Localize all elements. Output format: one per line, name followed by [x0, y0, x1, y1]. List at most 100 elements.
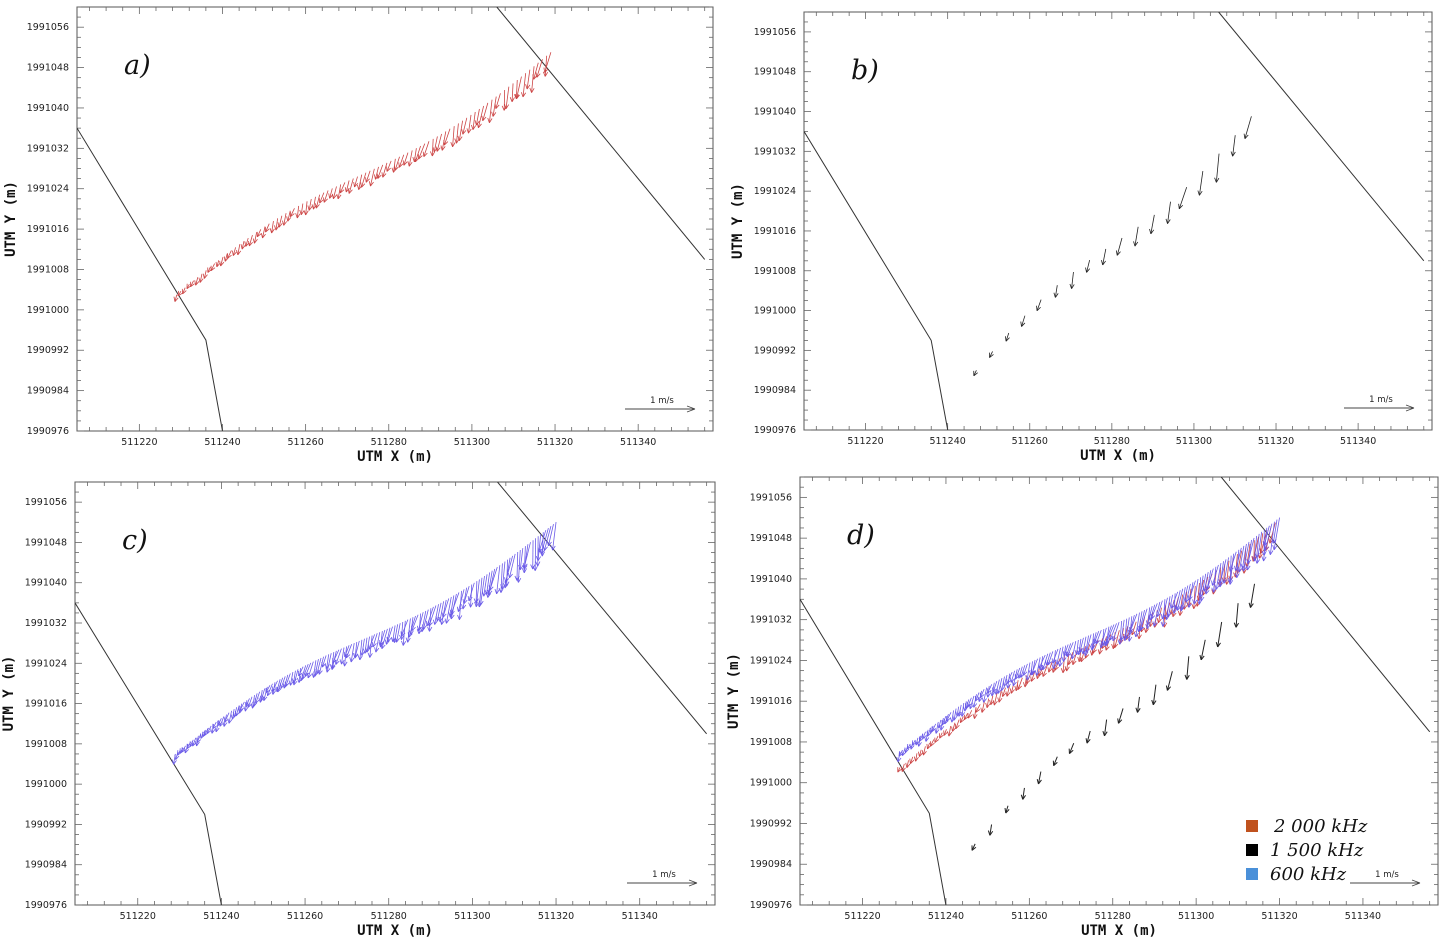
vector-arrow: [1057, 646, 1064, 667]
vector-arrow: [260, 226, 266, 239]
y-tick-label: 1991048: [27, 63, 69, 74]
vector-arrow: [987, 824, 994, 836]
vector-arrow: [1020, 787, 1026, 800]
vector-arrow: [367, 634, 376, 650]
vector-arrow: [368, 168, 375, 187]
vector-arrow: [295, 205, 301, 219]
vector-arrow: [304, 662, 312, 677]
vector-arrow: [307, 198, 313, 211]
y-tick-label: 1990976: [750, 900, 792, 911]
vector-arrow: [1211, 566, 1217, 593]
y-tick-label: 1991000: [750, 778, 792, 789]
vector-arrow: [1090, 632, 1097, 649]
vector-arrow: [542, 55, 549, 77]
vector-arrow: [443, 128, 451, 146]
y-tick-label: 1990992: [25, 819, 67, 830]
vector-arrow: [1215, 621, 1223, 648]
boundary-line: [497, 482, 707, 735]
reference-vector-label: 1 m/s: [650, 396, 674, 406]
vector-arrow: [514, 79, 520, 100]
panel-label: b): [851, 55, 879, 86]
x-tick-label: 511220: [120, 911, 156, 922]
vector-arrow: [1187, 580, 1196, 601]
vector-arrow: [461, 587, 468, 610]
vector-arrow: [939, 732, 944, 739]
vector-arrow: [1149, 214, 1155, 235]
vector-arrow: [190, 280, 195, 288]
vector-arrow: [1146, 606, 1153, 626]
y-tick-label: 1991048: [750, 533, 792, 544]
vector-arrow: [1025, 662, 1031, 681]
vector-arrow: [336, 184, 342, 200]
vector-arrow: [262, 686, 268, 701]
vector-arrow: [1156, 600, 1163, 617]
vector-arrow: [1129, 613, 1138, 633]
vector-arrow: [457, 590, 463, 620]
vector-arrow: [1109, 623, 1117, 641]
reference-vector-label: 1 m/s: [1369, 395, 1393, 405]
legend-label: 2 000 kHz: [1273, 816, 1368, 837]
x-tick-label: 511280: [371, 437, 407, 448]
vector-arrow: [971, 843, 977, 851]
vector-arrow: [934, 735, 940, 743]
vector-arrow: [498, 563, 504, 593]
vector-arrow: [997, 690, 1003, 703]
vector-arrow: [384, 627, 391, 645]
vector-arrow: [386, 160, 392, 172]
vector-arrow: [421, 609, 429, 630]
y-tick-label: 1991032: [25, 618, 67, 629]
vector-arrow: [1079, 646, 1087, 663]
plot-area: [800, 477, 1431, 905]
vector-arrow: [317, 656, 324, 675]
vector-arrow: [252, 232, 258, 244]
vector-arrow: [487, 99, 493, 123]
vector-arrow: [454, 123, 460, 144]
vector-arrow: [265, 685, 271, 694]
vector-arrow: [1101, 248, 1107, 266]
boundary-line: [1220, 477, 1431, 733]
vector-arrow: [1241, 541, 1250, 572]
vector-arrow: [1017, 677, 1023, 690]
y-tick-label: 1990984: [25, 860, 67, 871]
x-tick-label: 511280: [371, 911, 407, 922]
vector-arrow: [481, 102, 489, 122]
vector-arrow: [206, 725, 212, 734]
vector-arrow: [381, 162, 388, 178]
x-axis-label: UTM X (m): [1081, 923, 1157, 939]
vector-arrow: [1133, 226, 1139, 247]
y-tick-label: 1990992: [750, 818, 792, 829]
panel-label: c): [122, 525, 148, 556]
vector-arrow: [439, 599, 447, 625]
boundary-line: [800, 599, 947, 905]
x-tick-label: 511340: [620, 437, 656, 448]
x-axis-label: UTM X (m): [357, 449, 433, 465]
vector-arrow: [1191, 585, 1197, 609]
vector-arrow: [476, 105, 485, 129]
vector-arrow: [177, 290, 183, 297]
vector-arrow: [1066, 642, 1074, 658]
vector-arrow: [1084, 634, 1092, 653]
vector-arrow: [996, 677, 1003, 694]
vector-arrow: [1233, 603, 1240, 628]
vector-arrow: [1192, 578, 1199, 605]
vector-arrow: [1004, 805, 1010, 814]
panel-label: d): [847, 520, 875, 551]
vector-arrow: [1170, 591, 1179, 609]
vector-arrow: [924, 729, 930, 742]
vector-arrow: [386, 626, 393, 643]
vector-arrow: [236, 244, 242, 256]
vector-arrow: [957, 704, 963, 717]
vector-arrow: [357, 174, 363, 190]
vector-arrow: [353, 176, 359, 188]
x-tick-label: 511320: [538, 911, 574, 922]
x-tick-label: 511220: [847, 436, 883, 447]
vector-arrow: [471, 111, 477, 130]
vector-arrow: [1036, 299, 1042, 312]
vector-arrow: [266, 683, 273, 697]
vector-arrow: [240, 241, 246, 250]
vector-arrow: [1051, 650, 1057, 670]
vector-arrow: [1211, 564, 1219, 586]
vector-arrow: [951, 722, 957, 732]
x-tick-label: 511300: [454, 911, 490, 922]
vector-arrow: [900, 763, 906, 772]
